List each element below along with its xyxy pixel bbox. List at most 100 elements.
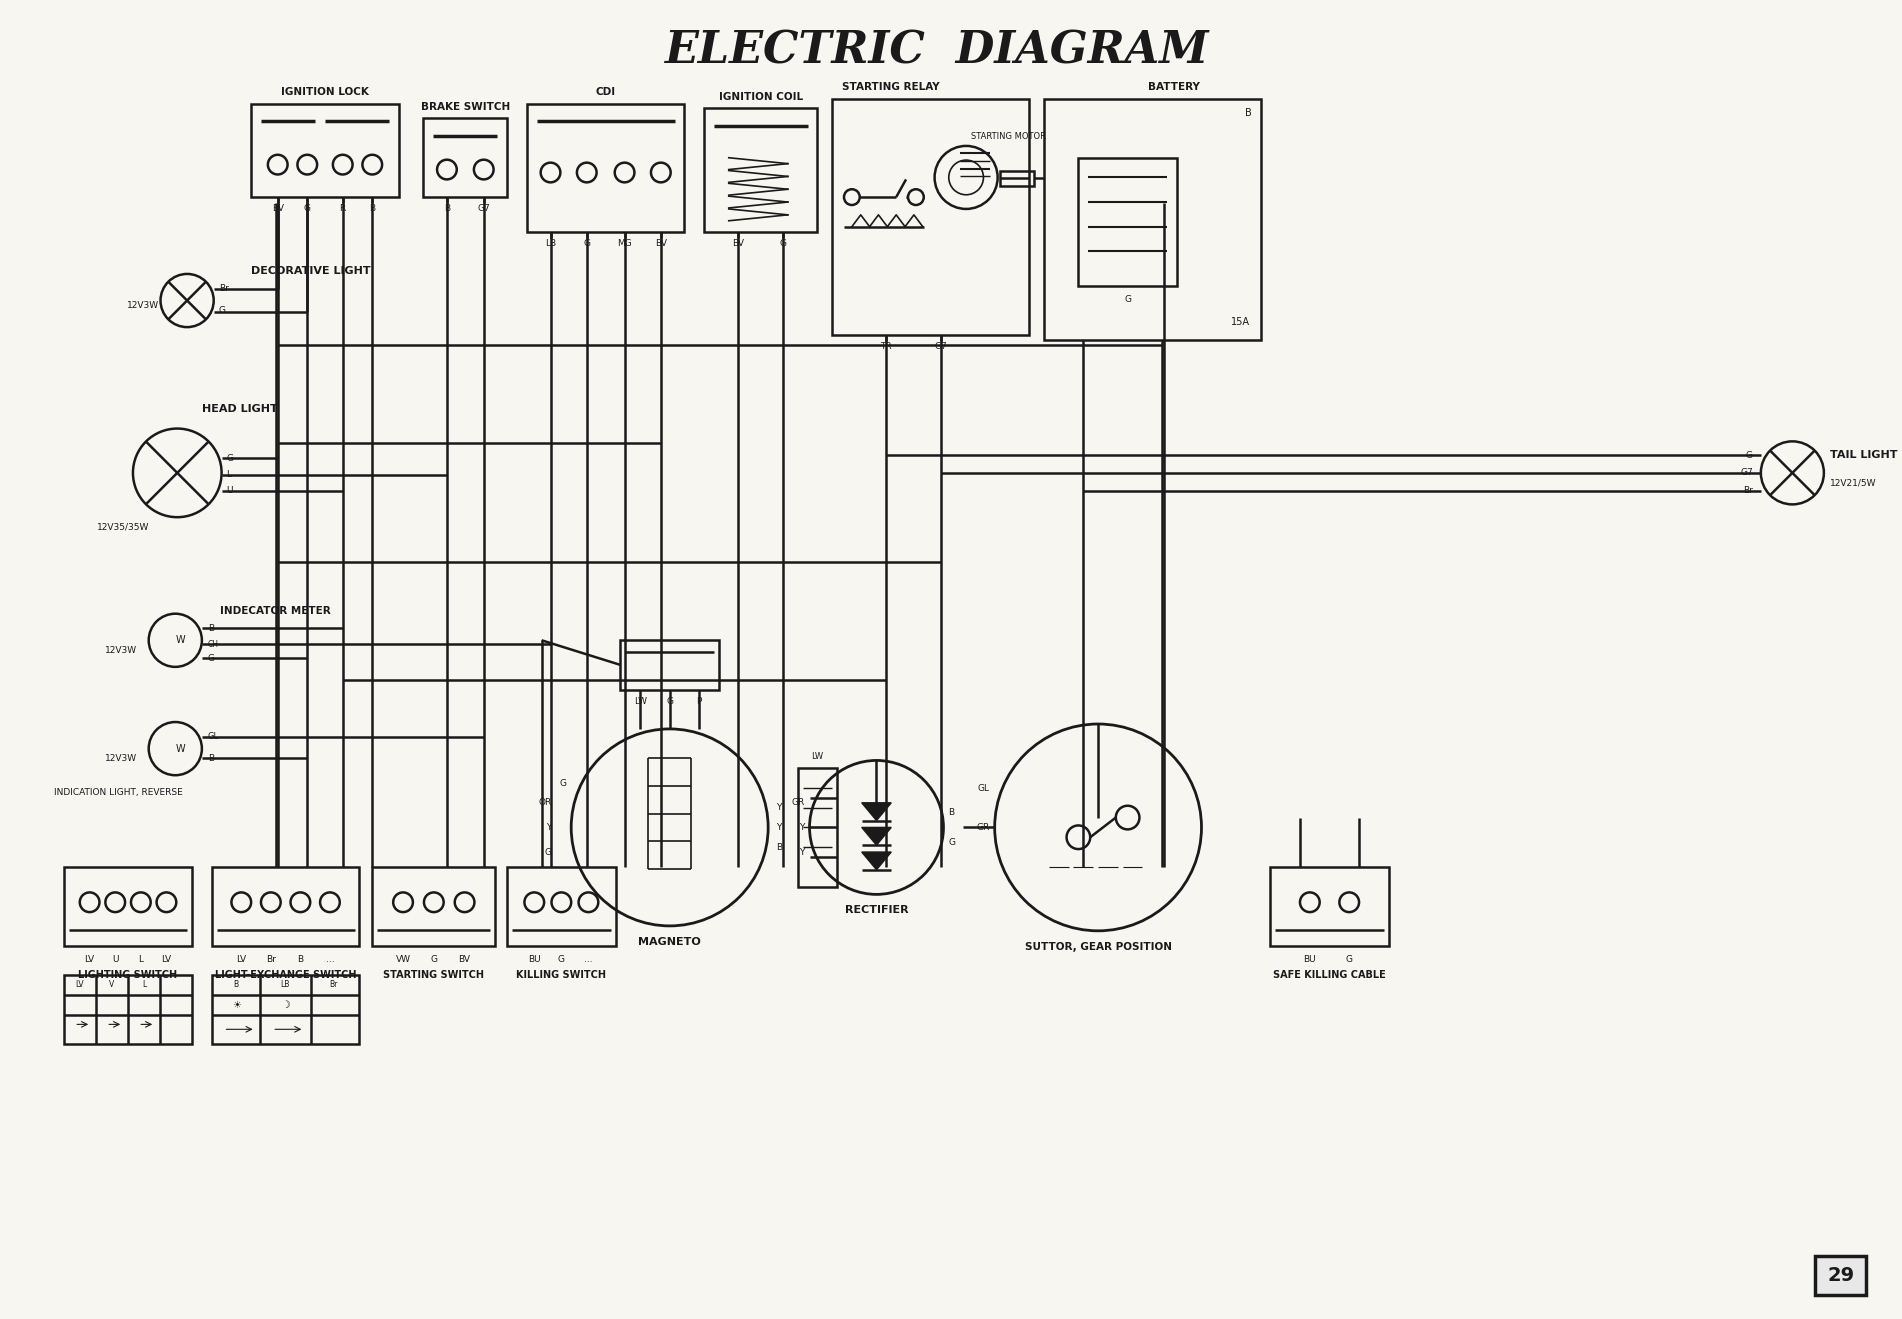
Text: G: G	[666, 696, 673, 706]
Text: BU: BU	[529, 955, 540, 964]
Bar	[1271, 867, 1388, 946]
Polygon shape	[862, 852, 892, 869]
Text: GR: GR	[976, 823, 989, 832]
Text: B: B	[207, 624, 213, 633]
Text: BU: BU	[1303, 955, 1316, 964]
Text: B: B	[443, 204, 451, 214]
Text: G: G	[1124, 295, 1132, 305]
Text: BATTERY: BATTERY	[1149, 82, 1200, 92]
Text: GL: GL	[207, 732, 219, 741]
Text: G: G	[544, 848, 552, 856]
Text: LV: LV	[76, 980, 84, 989]
Bar	[211, 867, 359, 946]
Text: IGNITION COIL: IGNITION COIL	[719, 92, 803, 102]
Text: 12V3W: 12V3W	[127, 301, 160, 310]
Text: G: G	[430, 955, 437, 964]
Text: LV: LV	[162, 955, 171, 964]
Bar	[704, 108, 818, 232]
Text: GR: GR	[791, 798, 805, 807]
Bar	[1044, 99, 1261, 340]
Text: Y: Y	[776, 823, 782, 832]
Polygon shape	[862, 827, 892, 845]
Text: B: B	[234, 980, 238, 989]
Text: LIGHT-EXCHANGE SWITCH: LIGHT-EXCHANGE SWITCH	[215, 971, 356, 980]
Text: R: R	[340, 204, 346, 214]
Text: BV: BV	[732, 239, 744, 248]
Text: LW: LW	[633, 696, 647, 706]
Bar	[211, 975, 359, 1045]
Bar	[833, 99, 1029, 335]
Text: Y: Y	[546, 823, 552, 832]
Text: B: B	[1246, 108, 1252, 119]
Text: BV: BV	[458, 955, 470, 964]
Bar	[424, 119, 508, 197]
Bar	[797, 769, 837, 886]
Text: ☽: ☽	[281, 1000, 289, 1009]
Text: 12V35/35W: 12V35/35W	[97, 522, 148, 532]
Text: U: U	[226, 487, 234, 495]
Text: INDICATION LIGHT, REVERSE: INDICATION LIGHT, REVERSE	[53, 789, 183, 798]
Text: Br: Br	[219, 284, 228, 293]
Bar	[527, 104, 685, 232]
Text: MG: MG	[618, 239, 631, 248]
Bar	[508, 867, 616, 946]
Polygon shape	[862, 803, 892, 820]
Text: SAFE KILLING CABLE: SAFE KILLING CABLE	[1272, 971, 1387, 980]
Text: B: B	[949, 809, 955, 818]
Text: G: G	[559, 778, 567, 787]
Text: STARTING RELAY: STARTING RELAY	[843, 82, 940, 92]
Text: G: G	[1746, 451, 1754, 459]
Text: G: G	[226, 454, 234, 463]
Text: B: B	[776, 843, 782, 852]
Text: DECORATIVE LIGHT: DECORATIVE LIGHT	[251, 266, 371, 276]
Text: INDECATOR METER: INDECATOR METER	[219, 605, 331, 616]
Text: Y: Y	[799, 823, 805, 832]
Text: RECTIFIER: RECTIFIER	[844, 905, 909, 915]
Text: 29: 29	[1828, 1266, 1854, 1285]
Text: ...: ...	[584, 955, 593, 964]
Bar	[65, 975, 192, 1045]
Text: B: B	[369, 204, 375, 214]
Text: Br: Br	[1742, 487, 1754, 495]
Text: U: U	[112, 955, 118, 964]
Text: Y: Y	[799, 848, 805, 856]
Text: P: P	[696, 696, 702, 706]
Bar	[1078, 158, 1177, 286]
Bar	[1815, 1256, 1866, 1295]
Text: 15A: 15A	[1231, 317, 1250, 327]
Text: G: G	[219, 306, 226, 315]
Text: B: B	[297, 955, 304, 964]
Text: W: W	[175, 744, 184, 753]
Text: OR: OR	[538, 798, 552, 807]
Text: G: G	[780, 239, 787, 248]
Text: G7: G7	[477, 204, 491, 214]
Text: IGNITION LOCK: IGNITION LOCK	[281, 87, 369, 96]
Text: BRAKE SWITCH: BRAKE SWITCH	[420, 102, 510, 112]
Text: BV: BV	[272, 204, 283, 214]
Text: GL: GL	[978, 783, 989, 793]
Text: 12V21/5W: 12V21/5W	[1830, 479, 1875, 487]
Text: HEAD LIGHT: HEAD LIGHT	[202, 404, 278, 414]
Text: ☀: ☀	[232, 1000, 242, 1009]
Text: L: L	[143, 980, 146, 989]
Text: CH: CH	[207, 640, 219, 649]
Text: MAGNETO: MAGNETO	[639, 936, 702, 947]
Text: L: L	[139, 955, 143, 964]
Text: LIGHTING SWITCH: LIGHTING SWITCH	[78, 971, 177, 980]
Text: B: B	[207, 754, 213, 762]
Text: VW: VW	[396, 955, 411, 964]
Text: 12V3W: 12V3W	[105, 645, 137, 654]
Text: BV: BV	[654, 239, 668, 248]
Text: 12V3W: 12V3W	[105, 754, 137, 762]
Text: G: G	[949, 838, 955, 847]
Text: G: G	[304, 204, 310, 214]
Text: Br: Br	[329, 980, 339, 989]
Bar	[373, 867, 495, 946]
Text: W: W	[175, 636, 184, 645]
Text: STARTING MOTOR: STARTING MOTOR	[972, 132, 1046, 141]
Text: Y: Y	[776, 803, 782, 813]
Text: LW: LW	[812, 752, 824, 761]
Bar	[251, 104, 399, 197]
Text: TR: TR	[881, 343, 892, 351]
Bar	[65, 867, 192, 946]
